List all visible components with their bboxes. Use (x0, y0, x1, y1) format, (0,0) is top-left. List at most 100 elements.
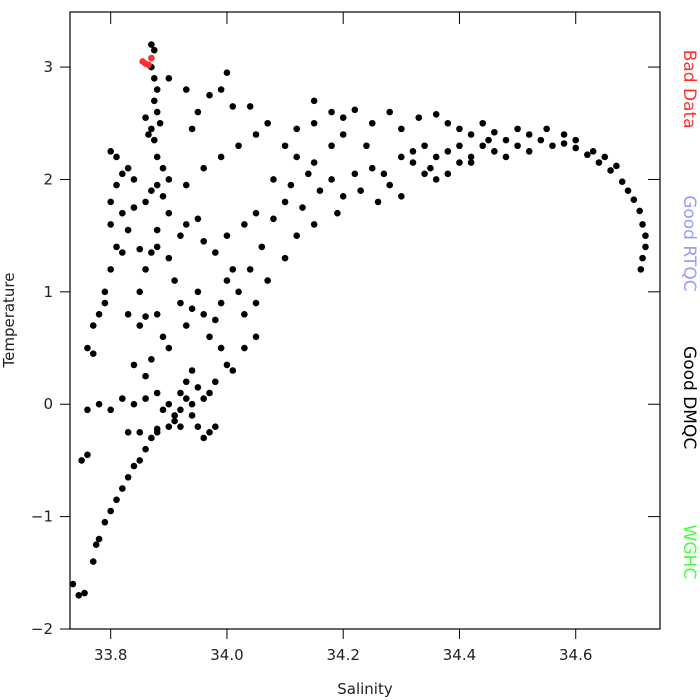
x-axis-label: Salinity (337, 680, 393, 698)
data-point (188, 412, 196, 419)
x-tick-label: 34.2 (326, 646, 359, 664)
data-point (153, 389, 161, 397)
data-point (618, 178, 626, 186)
data-point (136, 288, 144, 296)
data-point (467, 159, 475, 166)
data-point (368, 164, 376, 172)
data-point (398, 125, 405, 133)
data-point (514, 125, 521, 133)
plot-frame (69, 11, 661, 630)
data-point (636, 207, 643, 215)
data-point (613, 162, 620, 170)
data-point (456, 159, 463, 166)
data-point (607, 167, 614, 174)
data-point (206, 333, 213, 341)
data-point (241, 344, 248, 352)
data-point (130, 204, 138, 211)
y-tick-label: −2 (31, 620, 53, 638)
data-point (177, 423, 184, 431)
data-point (212, 378, 219, 386)
data-point (182, 395, 190, 402)
data-point (177, 389, 184, 397)
data-point (560, 140, 568, 147)
data-point (595, 159, 603, 166)
data-point (398, 153, 405, 161)
data-point (264, 119, 271, 127)
data-point (89, 558, 97, 565)
data-point (363, 142, 370, 150)
data-point (624, 187, 632, 194)
data-point (148, 54, 155, 62)
data-point (84, 406, 91, 414)
data-point (305, 170, 312, 178)
data-point (142, 395, 149, 402)
data-point (467, 131, 475, 138)
data-point (432, 110, 440, 118)
data-point (485, 136, 492, 144)
data-point (153, 311, 161, 318)
data-point (258, 243, 266, 251)
data-point (159, 193, 167, 200)
data-point (444, 148, 452, 155)
data-point (270, 215, 277, 223)
data-point (328, 108, 335, 116)
data-point (113, 181, 120, 189)
data-point (142, 114, 149, 121)
data-point (223, 361, 231, 369)
data-point (136, 457, 144, 464)
data-point (182, 378, 190, 386)
data-point (584, 151, 591, 159)
data-point (281, 142, 289, 150)
data-point (246, 103, 254, 110)
data-point (188, 305, 196, 312)
data-point (572, 144, 580, 152)
data-point (310, 221, 318, 228)
data-point (252, 333, 260, 341)
data-point (456, 125, 463, 133)
data-point (142, 372, 149, 380)
data-point (69, 580, 77, 588)
data-point (182, 181, 190, 189)
legend-entry: Good DMQC (679, 346, 699, 449)
x-tick-label: 34.0 (210, 646, 243, 664)
data-point (543, 125, 550, 133)
data-point (491, 128, 498, 136)
data-point (537, 136, 545, 144)
data-point (200, 395, 207, 402)
data-point (165, 254, 173, 262)
data-point (148, 355, 155, 363)
data-point (328, 176, 335, 183)
y-tick-label: 0 (43, 395, 53, 413)
data-point (217, 344, 225, 352)
data-point (514, 142, 521, 150)
data-point (206, 91, 213, 99)
data-point (200, 434, 207, 442)
data-point (334, 209, 341, 217)
data-point (153, 108, 161, 116)
data-point (188, 125, 196, 133)
data-point (200, 237, 207, 245)
data-point (479, 142, 487, 150)
data-point (153, 86, 161, 93)
data-point (124, 429, 132, 436)
data-point (75, 591, 83, 599)
data-point (351, 106, 359, 114)
data-point (188, 400, 196, 408)
y-tick-label: 1 (43, 283, 53, 301)
data-point (156, 119, 164, 127)
data-point (194, 215, 202, 223)
data-point (107, 406, 114, 414)
data-point (549, 142, 556, 150)
data-point (639, 221, 646, 228)
data-point (212, 249, 219, 256)
data-point (212, 316, 219, 324)
data-point (150, 136, 158, 144)
data-point (200, 164, 207, 172)
data-point (525, 148, 533, 155)
data-point (95, 535, 103, 543)
data-point (264, 277, 271, 284)
data-point (252, 131, 260, 138)
y-tick-label: 2 (43, 170, 53, 188)
data-point (421, 170, 428, 178)
